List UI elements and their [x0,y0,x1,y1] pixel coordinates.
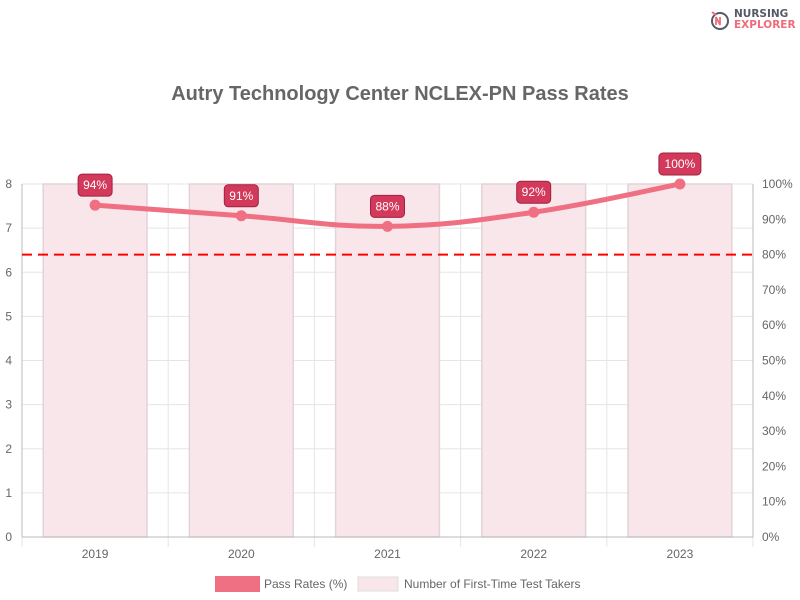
pass-rate-point-2021 [382,220,393,232]
left-tick-label: 5 [5,309,12,323]
left-tick-label: 8 [5,177,12,191]
legend-label-test-takers[interactable]: Number of First-Time Test Takers [404,577,580,591]
pass-rate-point-2023 [674,178,686,190]
x-tick-label: 2020 [228,547,255,561]
left-tick-label: 4 [5,354,12,368]
logo-line2: EXPLORER [734,19,796,31]
bar-2020 [188,183,294,538]
right-tick-label: 0% [762,530,780,544]
left-tick-label: 3 [5,398,12,412]
bar-2021 [334,183,441,538]
right-tick-label: 60% [762,318,786,332]
data-label: 91% [229,189,253,203]
left-tick-label: 6 [5,265,12,279]
right-tick-label: 70% [762,283,786,297]
x-tick-label: 2019 [82,547,109,561]
logo-mark-icon [711,11,729,30]
data-label: 88% [375,199,399,213]
right-tick-label: 90% [762,212,786,226]
left-tick-label: 1 [5,486,12,500]
right-tick-label: 30% [762,424,786,438]
right-tick-label: 10% [762,495,786,509]
logo-line1: NURSING [734,8,789,20]
pass-rate-point-2019 [89,199,101,211]
data-label-box [516,180,552,204]
left-tick-label: 0 [5,530,12,544]
x-tick-label: 2022 [520,547,547,561]
x-tick-label: 2023 [667,547,694,561]
right-tick-label: 100% [762,177,793,191]
right-tick-label: 50% [762,354,786,368]
legend: Pass Rates (%) Number of First-Time Test… [215,576,580,592]
bar-2019 [42,183,148,538]
right-tick-label: 20% [762,459,786,473]
data-label: 94% [83,178,107,192]
legend-label-pass-rates[interactable]: Pass Rates (%) [264,577,347,591]
left-tick-label: 2 [5,442,12,456]
bar-2022 [481,183,587,538]
nursing-explorer-logo: NURSING EXPLORER [710,9,796,31]
bar-2023 [627,183,733,538]
data-label-box [223,184,259,208]
pass-rate-point-2022 [528,206,540,218]
chart-title: Autry Technology Center NCLEX-PN Pass Ra… [171,83,629,105]
pass-rate-point-2020 [235,210,247,222]
data-label: 100% [665,157,696,171]
data-label-box [370,194,405,218]
data-label-box [77,173,113,197]
right-tick-label: 80% [762,248,786,262]
legend-swatch-test-takers[interactable] [357,576,399,592]
data-label-box [658,152,702,176]
legend-swatch-pass-rates[interactable] [215,576,260,592]
right-tick-label: 40% [762,389,786,403]
left-tick-label: 7 [5,221,12,235]
data-label: 92% [522,185,546,199]
x-tick-label: 2021 [374,547,401,561]
